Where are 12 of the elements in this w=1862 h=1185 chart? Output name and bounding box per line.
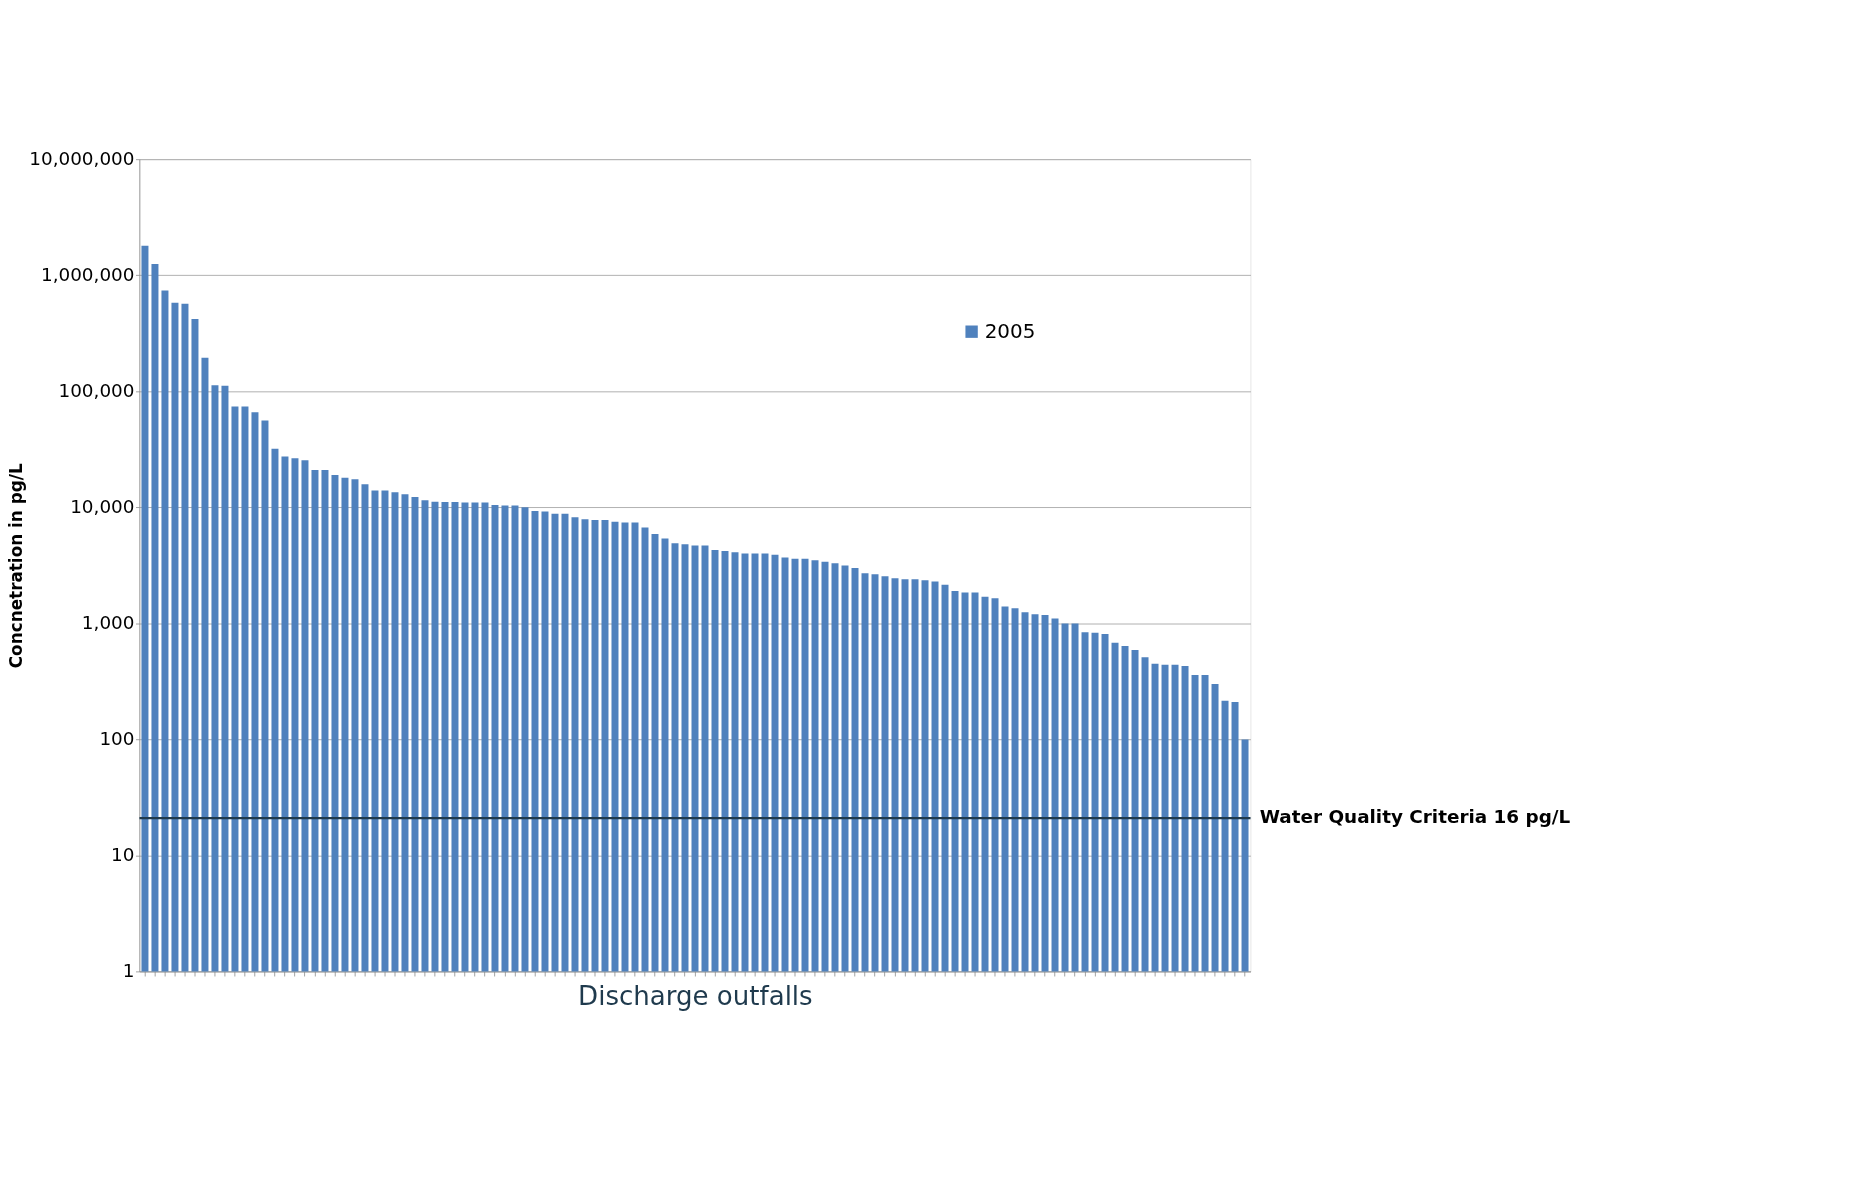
y-tick-label: 1,000 (81, 612, 135, 634)
y-axis-title: Concnetration in pg/L (6, 463, 27, 669)
x-axis-title: Discharge outfalls (578, 981, 813, 1012)
y-tick-label: 10,000 (70, 496, 135, 518)
y-tick-label: 1,000,000 (40, 264, 135, 286)
y-tick-label: 100 (99, 728, 135, 750)
y-tick-label: 100,000 (58, 380, 135, 402)
y-tick-label: 1 (122, 960, 135, 982)
legend-label: 2005 (984, 319, 1036, 343)
y-tick-label: 10 (111, 844, 135, 866)
ref-line-label: Water Quality Criteria 16 pg/L (1259, 806, 1571, 828)
y-tick-label: 10,000,000 (29, 148, 135, 170)
